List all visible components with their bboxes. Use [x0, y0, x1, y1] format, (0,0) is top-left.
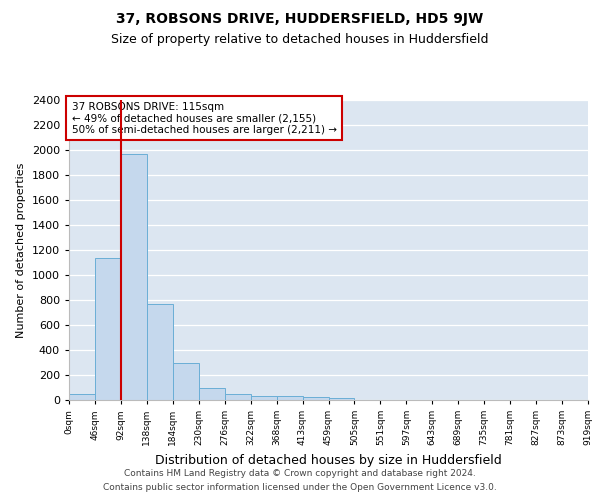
Text: Contains public sector information licensed under the Open Government Licence v3: Contains public sector information licen… [103, 484, 497, 492]
Bar [147, 304, 173, 400]
Bar [277, 396, 302, 400]
Bar [121, 154, 147, 400]
Bar [251, 396, 277, 400]
Y-axis label: Number of detached properties: Number of detached properties [16, 162, 26, 338]
Text: Size of property relative to detached houses in Huddersfield: Size of property relative to detached ho… [111, 32, 489, 46]
Bar [329, 398, 355, 400]
X-axis label: Distribution of detached houses by size in Huddersfield: Distribution of detached houses by size … [155, 454, 502, 466]
Text: Contains HM Land Registry data © Crown copyright and database right 2024.: Contains HM Land Registry data © Crown c… [124, 468, 476, 477]
Text: 37, ROBSONS DRIVE, HUDDERSFIELD, HD5 9JW: 37, ROBSONS DRIVE, HUDDERSFIELD, HD5 9JW [116, 12, 484, 26]
Bar [199, 388, 224, 400]
Text: 37 ROBSONS DRIVE: 115sqm
← 49% of detached houses are smaller (2,155)
50% of sem: 37 ROBSONS DRIVE: 115sqm ← 49% of detach… [71, 102, 337, 134]
Bar [225, 394, 251, 400]
Bar [69, 394, 95, 400]
Bar [95, 258, 121, 400]
Bar [173, 362, 199, 400]
Bar [302, 397, 329, 400]
